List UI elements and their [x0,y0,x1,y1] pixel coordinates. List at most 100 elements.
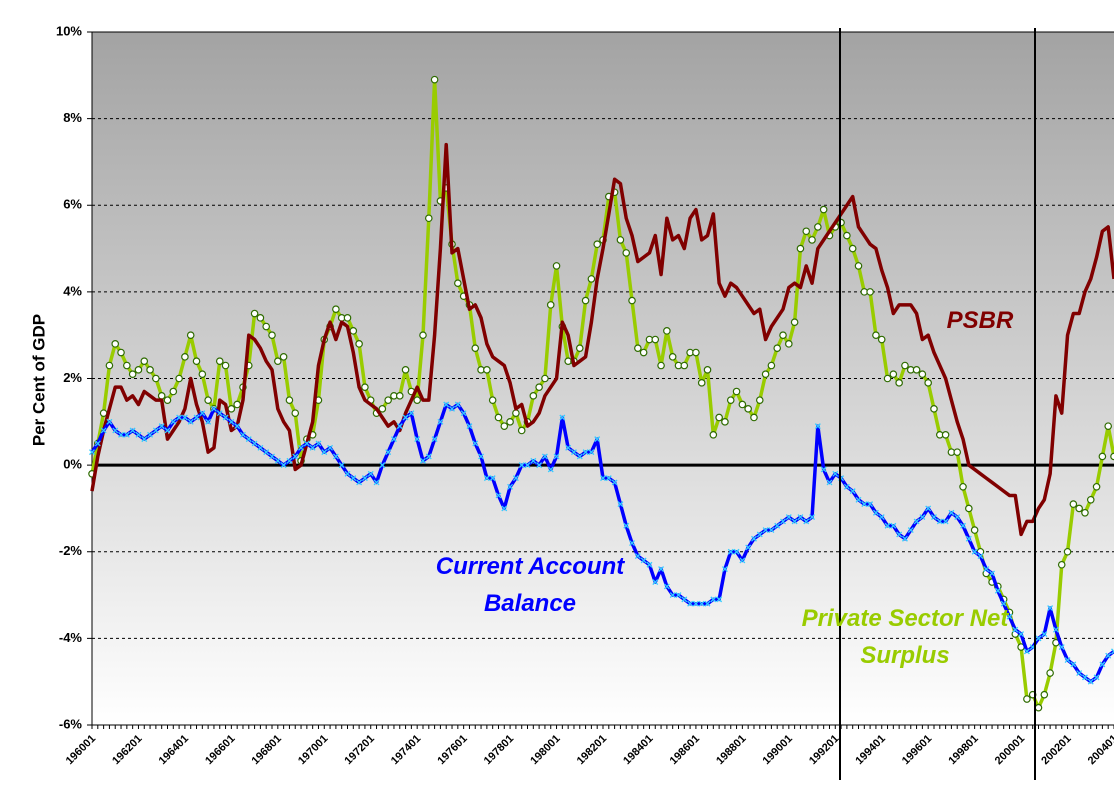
marker [646,561,653,568]
marker [634,344,642,352]
marker [553,453,560,460]
marker [356,479,363,486]
marker [546,301,555,309]
marker [536,462,543,469]
marker [1064,657,1071,663]
marker [1035,635,1042,642]
marker [738,400,747,409]
marker [431,436,438,443]
marker [814,223,822,231]
marker [623,522,630,529]
marker [152,427,159,434]
y-tick-label: -2% [59,543,83,558]
marker [170,418,177,425]
marker [756,531,763,538]
marker [401,366,410,374]
marker [379,462,386,469]
marker [547,466,554,473]
marker [1034,703,1043,712]
marker [680,361,689,370]
marker [1110,452,1114,461]
marker [1099,661,1106,668]
y-tick-label: 0% [63,457,82,472]
marker [402,414,409,421]
marker [745,544,752,551]
marker [1023,648,1030,655]
marker [378,405,387,413]
marker [327,444,334,451]
marker [454,279,462,288]
marker [994,587,1001,594]
marker [640,557,647,564]
marker [443,401,450,408]
marker [280,462,287,469]
marker [117,348,125,357]
marker [1076,670,1083,676]
marker [535,383,543,391]
marker [512,409,520,417]
marker [1098,452,1107,461]
marker [971,548,978,555]
marker [848,244,857,253]
marker [790,318,799,326]
marker [396,423,403,430]
marker [1046,669,1054,677]
marker [941,431,950,439]
marker [780,518,786,525]
y-tick-label: -4% [59,630,83,645]
marker [384,396,392,404]
marker [198,370,207,378]
marker [216,410,223,417]
x-tick-label: 198801 [714,733,748,767]
marker [105,361,114,370]
marker [292,453,299,460]
marker [413,396,421,404]
marker [866,288,874,296]
marker [669,592,676,599]
marker [681,596,688,603]
series [88,75,1114,712]
marker [802,227,811,236]
marker [460,410,467,417]
marker [803,518,810,525]
marker [901,535,908,542]
marker [152,374,160,383]
marker [768,527,775,534]
marker [488,396,497,404]
marker [855,496,862,503]
x-tick-label: 197401 [389,733,423,767]
marker [129,427,136,434]
marker [808,236,816,244]
marker [918,370,927,378]
marker [118,431,124,438]
marker [739,557,746,564]
marker [286,457,293,464]
marker [256,314,265,322]
marker [424,214,433,223]
x-tick-label: 199401 [853,733,887,767]
marker [472,440,479,447]
x-tick-label: 200001 [993,733,1027,767]
marker [164,427,171,434]
marker [727,548,734,555]
marker [954,514,961,521]
marker [762,527,769,534]
y-tick-label: -6% [59,716,83,731]
marker [773,344,782,352]
marker [158,423,165,430]
marker [390,436,397,443]
marker [703,366,712,374]
marker [483,475,490,482]
marker [675,592,682,599]
x-tick-label: 196601 [203,733,237,767]
marker [983,566,990,573]
marker [250,309,259,318]
marker [1057,560,1066,569]
marker [744,405,752,413]
series-line [90,142,1114,537]
y-axis-label: Per Cent of GDP [29,314,48,446]
marker [977,553,984,560]
x-tick-label: 199601 [900,733,934,767]
marker [732,387,741,396]
marker [767,361,776,370]
